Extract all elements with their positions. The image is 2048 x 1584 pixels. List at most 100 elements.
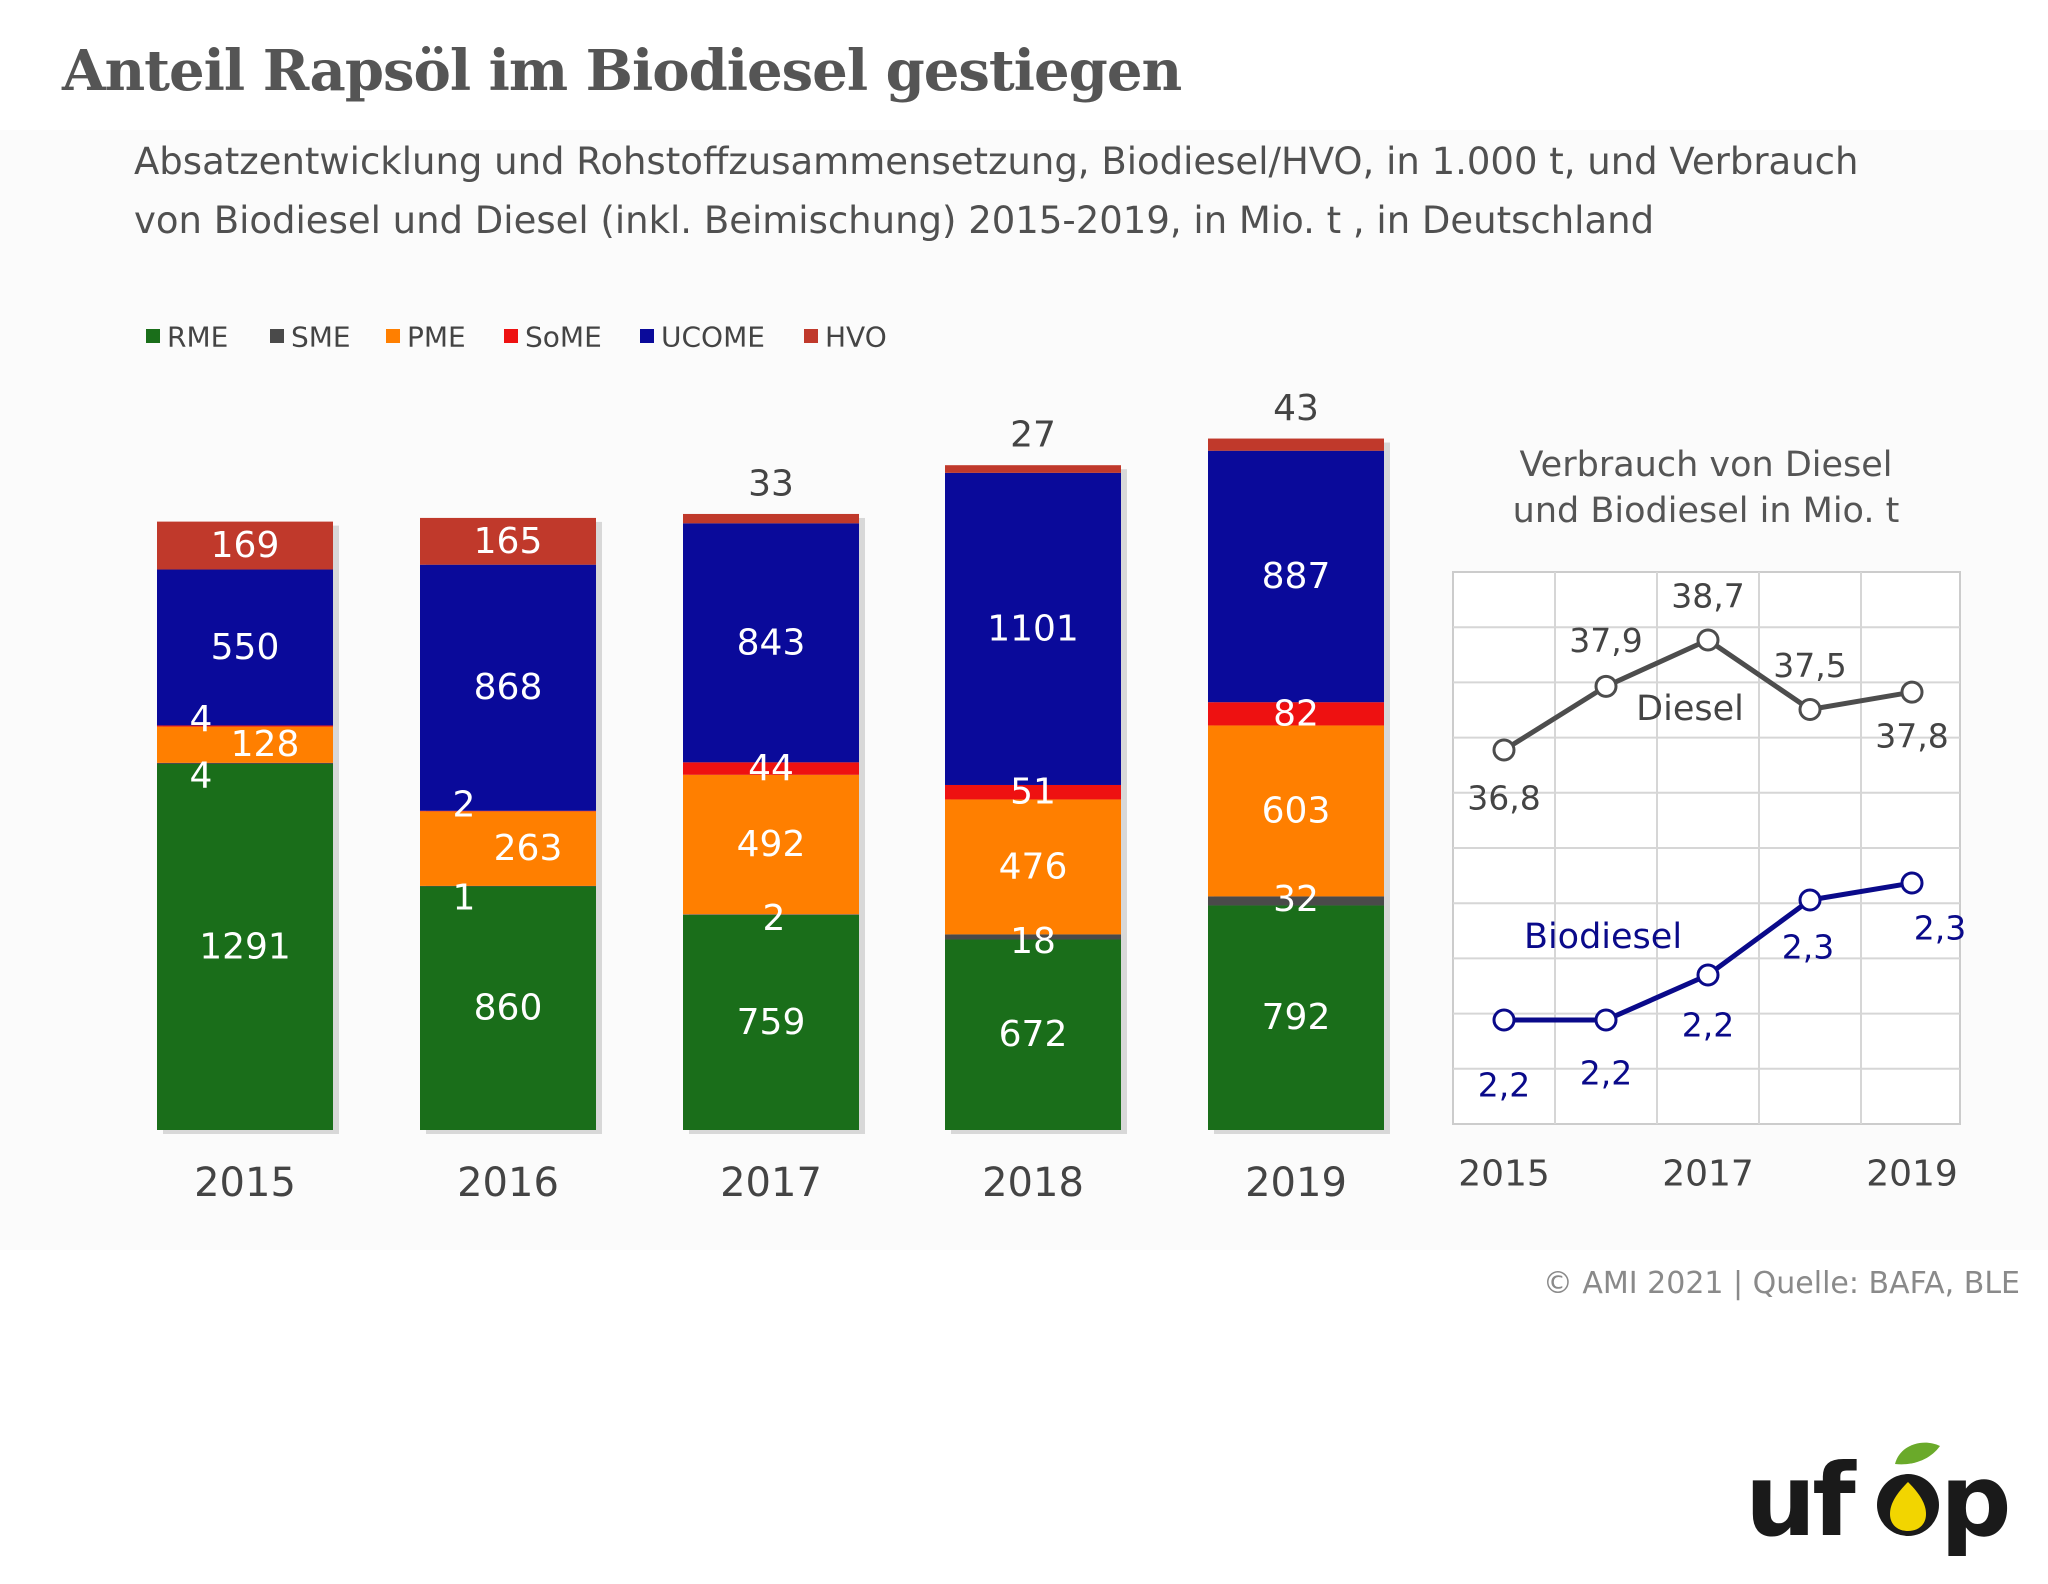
biodiesel-point-2015 xyxy=(1492,1008,1516,1032)
bar-pme-2017 xyxy=(683,774,859,915)
label-some-2019: 82 xyxy=(1273,693,1319,734)
label-sme-2016: 1 xyxy=(453,878,476,919)
label-some-2017: 44 xyxy=(748,748,794,789)
legend-label-sme: SME xyxy=(291,321,351,354)
biodiesel-label-2019: 2,3 xyxy=(1914,909,1966,948)
label-hvo-2018: 27 xyxy=(1010,415,1056,456)
label-some-2016: 2 xyxy=(453,784,476,825)
diesel-point-2015 xyxy=(1492,738,1516,762)
legend-swatch-some xyxy=(504,329,518,343)
x-tick-label-2015: 2015 xyxy=(194,1160,296,1206)
line-chart-title-line-2: und Biodiesel in Mio. t xyxy=(1513,491,1900,531)
label-hvo-2016: 165 xyxy=(474,521,543,562)
ufop-logo: uf p xyxy=(1745,1442,2012,1559)
biodiesel-label-2018: 2,3 xyxy=(1782,928,1834,967)
line-x-tick-2019: 2019 xyxy=(1866,1154,1958,1195)
label-sme-2015: 4 xyxy=(190,756,213,797)
diesel-label-2018: 37,5 xyxy=(1773,646,1846,685)
x-tick-label-2017: 2017 xyxy=(720,1160,822,1206)
biodiesel-label-2017: 2,2 xyxy=(1682,1006,1734,1045)
line-x-tick-2015: 2015 xyxy=(1458,1154,1550,1195)
legend-swatch-hvo xyxy=(804,329,818,343)
bar-rme-2017 xyxy=(683,914,859,1130)
bar-pme-2018 xyxy=(945,799,1121,935)
label-rme-2017: 759 xyxy=(737,1002,806,1043)
legend-swatch-rme xyxy=(146,329,160,343)
label-sme-2019: 32 xyxy=(1273,879,1319,920)
label-rme-2018: 672 xyxy=(999,1014,1068,1055)
bar-pme-2019 xyxy=(1208,725,1384,897)
label-hvo-2017: 33 xyxy=(748,463,794,504)
label-ucome-2018: 1101 xyxy=(987,608,1079,649)
legend-swatch-pme xyxy=(386,329,400,343)
label-some-2018: 51 xyxy=(1010,772,1056,813)
legend-label-some: SoME xyxy=(525,321,602,354)
bar-ucome-2016 xyxy=(420,564,596,811)
biodiesel-point-2018 xyxy=(1798,888,1822,912)
label-rme-2016: 860 xyxy=(474,988,543,1029)
subtitle-line-2: von Biodiesel und Diesel (inkl. Beimisch… xyxy=(134,199,1655,242)
bar-hvo-2018 xyxy=(945,465,1121,473)
bar-rme-2015 xyxy=(157,764,333,1130)
x-tick-label-2019: 2019 xyxy=(1245,1160,1347,1206)
bar-sme-2016 xyxy=(420,885,596,887)
label-hvo-2015: 169 xyxy=(211,525,280,566)
biodiesel-point-2019 xyxy=(1900,871,1924,895)
label-pme-2019: 603 xyxy=(1262,790,1331,831)
legend-swatch-ucome xyxy=(640,329,654,343)
page-title: Anteil Rapsöl im Biodiesel gestiegen xyxy=(62,38,1182,104)
diesel-label-2016: 37,9 xyxy=(1569,621,1642,660)
legend-swatch-sme xyxy=(270,329,284,343)
legend-label-pme: PME xyxy=(407,321,466,354)
diesel-label-2017: 38,7 xyxy=(1671,577,1744,616)
label-pme-2015: 128 xyxy=(231,724,300,765)
source-note: © AMI 2021 | Quelle: BAFA, BLE xyxy=(1542,1266,2020,1301)
diesel-label-2019: 37,8 xyxy=(1875,717,1948,756)
line-x-tick-2017: 2017 xyxy=(1662,1154,1754,1195)
bar-some-2015 xyxy=(157,725,333,727)
label-ucome-2017: 843 xyxy=(737,622,806,663)
label-ucome-2015: 550 xyxy=(211,627,280,668)
label-pme-2017: 492 xyxy=(737,824,806,865)
bar-some-2017 xyxy=(683,762,859,775)
svg-text:uf: uf xyxy=(1745,1442,1857,1559)
bar-some-2019 xyxy=(1208,702,1384,726)
label-some-2015: 4 xyxy=(190,699,213,740)
label-ucome-2019: 887 xyxy=(1262,556,1331,597)
svg-text:p: p xyxy=(1940,1442,2012,1559)
bar-some-2018 xyxy=(945,784,1121,800)
bar-pme-2015 xyxy=(157,726,333,763)
logo-drop-icon xyxy=(1890,1482,1926,1531)
label-hvo-2019: 43 xyxy=(1273,388,1319,429)
biodiesel-label-2015: 2,2 xyxy=(1478,1066,1530,1105)
bar-hvo-2019 xyxy=(1208,438,1384,451)
label-rme-2019: 792 xyxy=(1262,997,1331,1038)
logo-leaf-icon xyxy=(1895,1442,1940,1465)
diesel-series-label: Diesel xyxy=(1636,689,1744,729)
diesel-point-2017 xyxy=(1696,628,1720,652)
bar-pme-2016 xyxy=(420,811,596,886)
bar-ucome-2018 xyxy=(945,472,1121,785)
bar-sme-2015 xyxy=(157,762,333,765)
label-pme-2016: 263 xyxy=(494,828,563,869)
bar-hvo-2017 xyxy=(683,513,859,524)
bar-some-2016 xyxy=(420,810,596,812)
biodiesel-series-label: Biodiesel xyxy=(1524,917,1682,957)
biodiesel-point-2016 xyxy=(1594,1008,1618,1032)
legend-label-rme: RME xyxy=(167,321,228,354)
diesel-point-2019 xyxy=(1900,680,1924,704)
bar-ucome-2017 xyxy=(683,523,859,763)
bar-rme-2018 xyxy=(945,939,1121,1130)
diesel-point-2018 xyxy=(1798,697,1822,721)
x-tick-label-2016: 2016 xyxy=(457,1160,559,1206)
bar-rme-2019 xyxy=(1208,905,1384,1130)
diesel-point-2016 xyxy=(1594,674,1618,698)
label-ucome-2016: 868 xyxy=(474,667,543,708)
diesel-label-2015: 36,8 xyxy=(1467,779,1540,818)
label-rme-2015: 1291 xyxy=(199,927,291,968)
bar-sme-2017 xyxy=(683,914,859,915)
biodiesel-point-2017 xyxy=(1696,963,1720,987)
subtitle-line-1: Absatzentwicklung und Rohstoffzusammense… xyxy=(134,140,1859,183)
legend-label-ucome: UCOME xyxy=(661,321,765,354)
